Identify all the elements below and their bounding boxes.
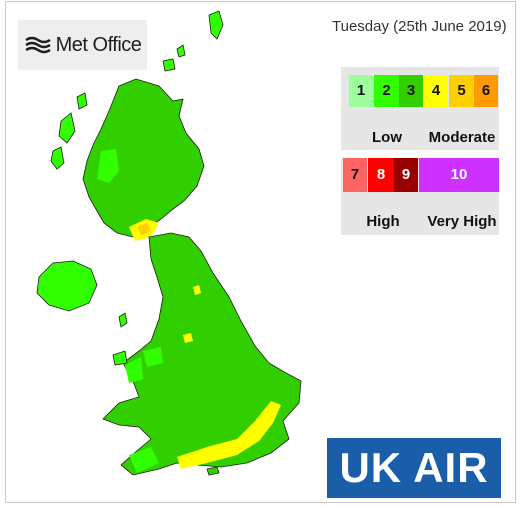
legend-label-very-high: Very High [427, 213, 497, 230]
central-belt-band5 [137, 223, 151, 235]
legend-cell-3: 3 [399, 75, 423, 107]
wales-patch-band2 [125, 357, 143, 383]
legend-cell-7: 7 [343, 158, 367, 192]
shetland-islands [208, 10, 224, 40]
england-wales-region [102, 232, 302, 476]
legend-cell-8: 8 [368, 158, 394, 192]
highland-patch-band2 [97, 149, 119, 183]
north-england-patch-band4 [193, 285, 201, 295]
legend-cell-1: 1 [349, 75, 373, 107]
orkney-islands [162, 44, 186, 72]
anglesey [112, 350, 128, 366]
legend-cell-6: 6 [474, 75, 498, 107]
legend-cell-2: 2 [374, 75, 399, 107]
forecast-date: Tuesday (25th June 2019) [332, 18, 507, 35]
met-office-logo: Met Office [18, 20, 147, 70]
legend-label-low: Low [372, 129, 402, 146]
scotland-region [82, 78, 205, 238]
legend-cell-5: 5 [449, 75, 474, 107]
legend-label-moderate: Moderate [428, 129, 496, 146]
yorkshire-patch-band4 [183, 333, 193, 343]
legend-label-high: High [366, 213, 400, 230]
southeast-corridor-band4 [177, 401, 281, 469]
legend-cell-4: 4 [424, 75, 448, 107]
southwest-patch-band2 [129, 447, 159, 473]
northwest-patch-band2 [143, 347, 163, 367]
met-office-wave-icon [24, 36, 51, 54]
isle-of-wight [206, 466, 220, 476]
met-office-brand-name: Met Office [55, 33, 142, 56]
isle-of-man [118, 312, 128, 328]
northern-ireland-region [36, 260, 98, 312]
legend-cell-9: 9 [394, 158, 418, 192]
legend-cell-10: 10 [419, 158, 499, 192]
map-frame [5, 1, 516, 503]
uk-air-badge: UK AIR [327, 438, 501, 498]
hebrides-islands [50, 92, 88, 170]
uk-air-quality-map [36, 10, 302, 476]
legend-high-veryhigh: 7 8 9 10 High Very High [341, 158, 499, 235]
